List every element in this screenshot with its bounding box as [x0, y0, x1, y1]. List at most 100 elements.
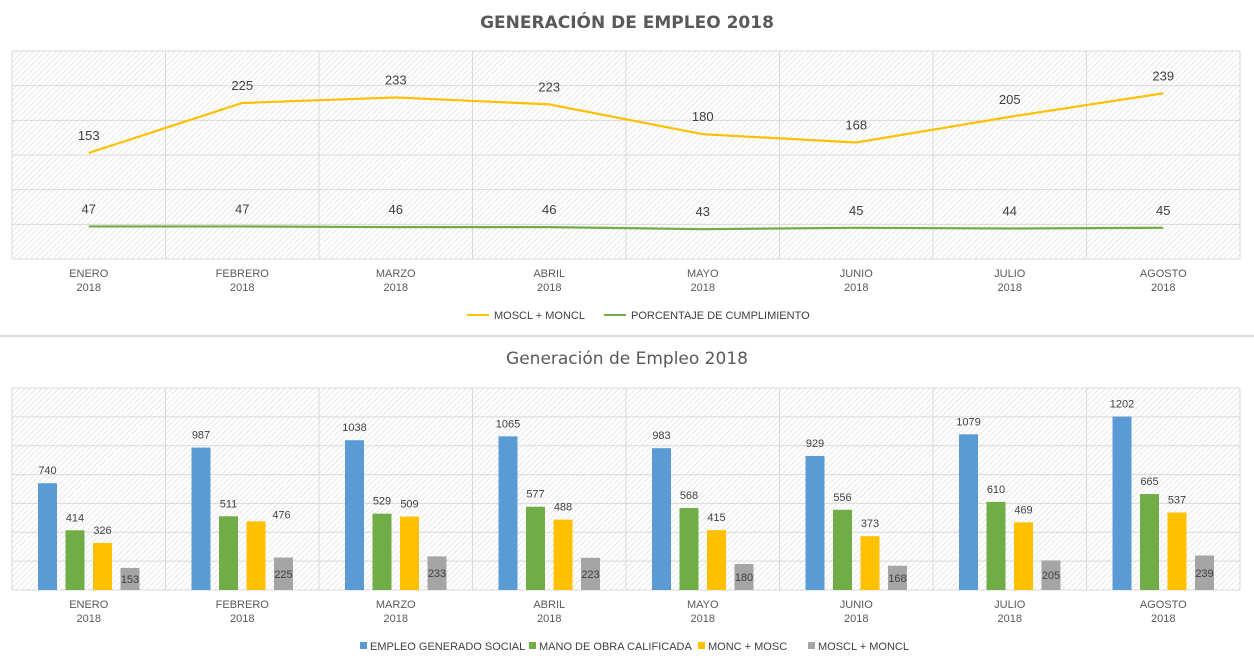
bar — [345, 440, 364, 590]
data-label: 1079 — [956, 416, 980, 428]
legend-swatch — [529, 642, 536, 649]
bar — [93, 542, 112, 590]
bar — [581, 557, 600, 590]
legend-label: MOSCL + MONCL — [494, 310, 585, 322]
bar — [1041, 560, 1061, 590]
data-label: 610 — [987, 484, 1005, 496]
data-label: 225 — [274, 569, 292, 581]
data-label: 233 — [385, 72, 407, 87]
x-tick-label: MAYO 2018 — [687, 599, 719, 625]
data-label: 205 — [999, 92, 1021, 107]
x-tick-line: 2018 — [691, 613, 715, 625]
bar — [400, 516, 419, 590]
data-label: 665 — [1140, 476, 1158, 488]
x-tick-label: JULIO 2018 — [994, 599, 1026, 625]
x-tick-line: 2018 — [537, 613, 561, 625]
bar — [1167, 512, 1187, 590]
data-label: 46 — [542, 202, 556, 217]
data-label: 153 — [78, 128, 100, 143]
bar — [38, 483, 57, 590]
x-tick-line: ENERO — [69, 268, 109, 280]
x-tick-line: JULIO — [994, 599, 1026, 611]
x-tick-line: 2018 — [537, 282, 561, 294]
x-tick-line: ABRIL — [533, 599, 565, 611]
x-tick-line: 2018 — [1151, 282, 1175, 294]
data-label: 43 — [696, 204, 710, 219]
x-tick-label: JUNIO 2018 — [840, 268, 873, 294]
x-tick-label: FEBRERO 2018 — [216, 599, 270, 625]
data-label: 373 — [861, 518, 879, 530]
data-label: 414 — [66, 512, 84, 524]
x-tick-line: 2018 — [691, 282, 715, 294]
data-label: 326 — [93, 525, 111, 537]
data-label: 415 — [707, 512, 725, 524]
x-tick-line: 2018 — [998, 282, 1022, 294]
x-tick-line: MARZO — [376, 268, 416, 280]
data-label: 1038 — [342, 422, 366, 434]
x-tick-line: JULIO — [994, 268, 1026, 280]
x-tick-line: ABRIL — [533, 268, 565, 280]
x-tick-line: FEBRERO — [216, 599, 270, 611]
data-label: 568 — [680, 490, 698, 502]
x-tick-line: AGOSTO — [1140, 599, 1187, 611]
bar — [274, 557, 293, 590]
x-tick-line: 2018 — [384, 613, 408, 625]
x-tick-line: MARZO — [376, 599, 416, 611]
data-label: 44 — [1003, 203, 1017, 218]
data-label: 556 — [833, 492, 851, 504]
data-label: 47 — [82, 201, 96, 216]
data-label: 47 — [235, 201, 249, 216]
data-label: 168 — [888, 573, 906, 585]
data-label: 511 — [220, 498, 238, 510]
data-label: 537 — [1168, 495, 1186, 507]
data-label: 469 — [1014, 504, 1032, 516]
x-tick-label: MARZO 2018 — [376, 599, 416, 625]
series-line — [88, 92, 1164, 154]
x-tick-line: 2018 — [230, 613, 254, 625]
data-label: 180 — [692, 109, 714, 124]
bar — [679, 508, 699, 590]
bar — [191, 447, 211, 590]
data-label: 205 — [1042, 570, 1060, 582]
data-label: 45 — [1156, 203, 1170, 218]
bar — [860, 536, 880, 590]
data-label: 239 — [1152, 68, 1174, 83]
legend-label: MONC + MOSC — [708, 641, 787, 653]
bar — [1014, 522, 1033, 590]
x-tick-label: ABRIL 2018 — [533, 268, 565, 294]
x-tick-line: 2018 — [230, 282, 254, 294]
bar — [120, 567, 140, 590]
legend-label: MANO DE OBRA CALIFICADA — [539, 641, 692, 653]
data-label: 223 — [581, 569, 599, 581]
data-label: 233 — [428, 568, 446, 580]
bar — [372, 513, 392, 590]
data-label: 1065 — [496, 418, 520, 430]
x-tick-line: MAYO — [687, 268, 719, 280]
data-label: 225 — [231, 78, 253, 93]
x-tick-line: AGOSTO — [1140, 268, 1187, 280]
bar — [986, 501, 1006, 590]
legend-label: MOSCL + MONCL — [818, 641, 909, 653]
data-label: 929 — [806, 438, 824, 450]
x-tick-line: ENERO — [69, 599, 109, 611]
bar — [526, 506, 545, 590]
bar — [65, 530, 85, 590]
legend-swatch — [360, 642, 367, 649]
x-tick-label: AGOSTO 2018 — [1140, 599, 1187, 625]
x-tick-label: JUNIO 2018 — [840, 599, 873, 625]
legend-swatch — [808, 642, 815, 649]
x-tick-label: JULIO 2018 — [994, 268, 1026, 294]
data-label: 45 — [849, 203, 863, 218]
bar — [833, 509, 852, 590]
data-label: 987 — [192, 430, 210, 442]
bar — [734, 564, 754, 590]
data-label: 740 — [38, 465, 56, 477]
bar — [707, 530, 726, 590]
x-tick-label: ENERO 2018 — [69, 268, 109, 294]
x-tick-label: AGOSTO 2018 — [1140, 268, 1187, 294]
bar — [652, 448, 671, 590]
bar — [219, 516, 238, 590]
data-label: 577 — [526, 489, 544, 501]
